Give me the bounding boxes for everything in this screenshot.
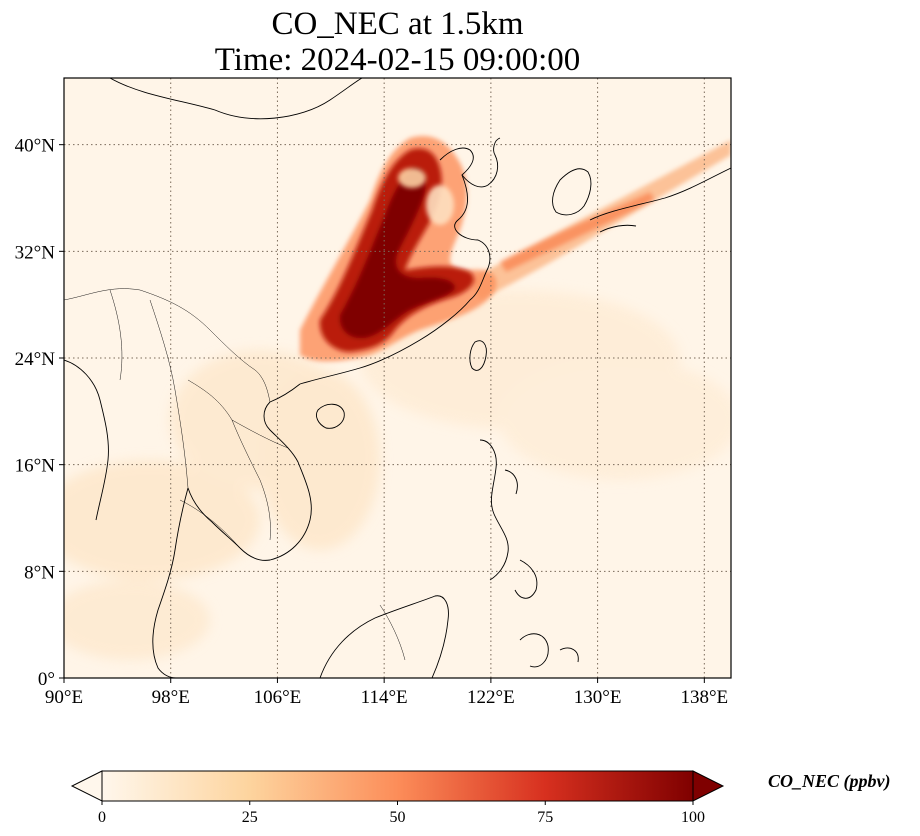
lon-tick-label: 138°E (680, 687, 728, 708)
colorbar-tick-label: 100 (681, 809, 705, 826)
map-title: CO_NEC at 1.5km (271, 6, 524, 42)
colorbar-gradient (101, 770, 694, 802)
map-subtitle-time: Time: 2024-02-15 09:00:00 (214, 42, 581, 78)
colorbar-extend-min (70, 770, 103, 802)
lat-tick-label: 16°N (15, 456, 56, 477)
lon-tick-label: 114°E (361, 687, 408, 708)
colorbar-ticks: 0 25 50 75 100 (98, 801, 705, 826)
latitude-axis: 0° 8°N 16°N 24°N 32°N 40°N (15, 136, 64, 690)
colorbar-tick-label: 25 (242, 809, 258, 826)
lat-tick-label: 0° (38, 669, 55, 690)
colorbar-tick-label: 0 (98, 809, 106, 826)
colorbar: 0 25 50 75 100 (70, 770, 725, 826)
map-frame (63, 77, 732, 679)
coastlines (64, 78, 731, 678)
gridlines (64, 78, 731, 678)
colorbar-label: CO_NEC (ppbv) (768, 771, 891, 791)
country-borders (64, 288, 406, 661)
lon-tick-label: 122°E (467, 687, 515, 708)
colorbar-tick-label: 75 (537, 809, 553, 826)
colorbar-tick-label: 50 (390, 809, 406, 826)
concentration-field (64, 135, 731, 660)
lon-tick-label: 130°E (574, 687, 622, 708)
lon-tick-label: 98°E (152, 687, 190, 708)
lon-tick-label: 90°E (45, 687, 83, 708)
longitude-axis: 90°E 98°E 106°E 114°E 122°E 130°E 138°E (45, 678, 728, 708)
lat-tick-label: 32°N (15, 242, 56, 263)
lat-tick-label: 24°N (15, 349, 56, 370)
lat-tick-label: 40°N (15, 136, 56, 157)
lat-tick-label: 8°N (24, 562, 55, 583)
colorbar-extend-max (692, 770, 725, 802)
lon-tick-label: 106°E (254, 687, 302, 708)
